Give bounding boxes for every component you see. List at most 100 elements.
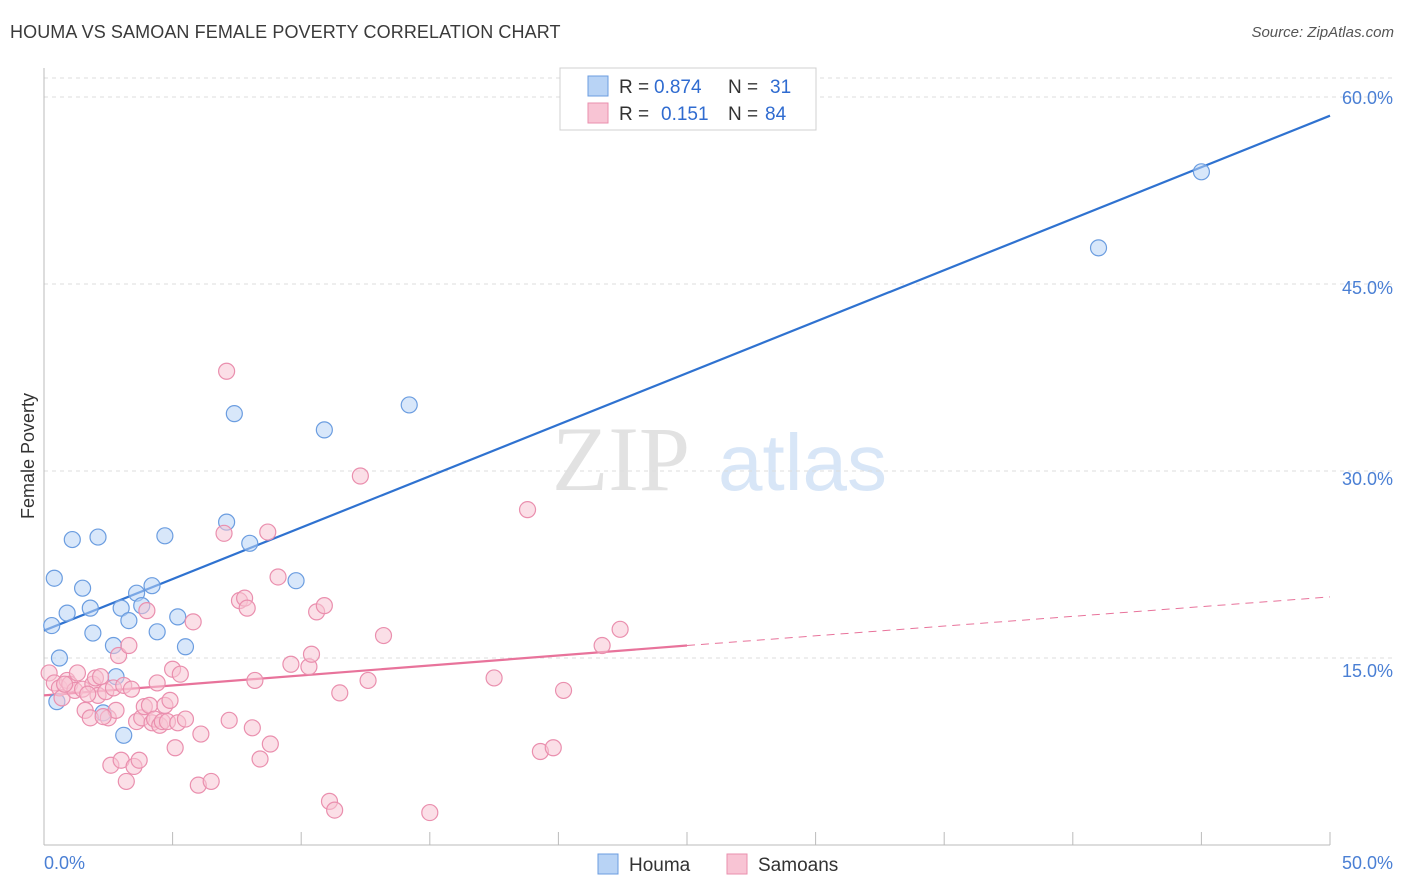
point-houma-11	[112, 599, 130, 617]
data-points	[40, 163, 1211, 822]
point-houma-27	[1089, 239, 1108, 257]
point-samoans-77	[554, 681, 573, 700]
legend-n-label-houma: N =	[728, 77, 758, 98]
bottom-legend-swatch-houma	[597, 853, 619, 875]
point-samoans-81	[94, 707, 112, 726]
point-samoans-34	[148, 674, 166, 692]
point-samoans-80	[79, 685, 97, 703]
point-samoans-55	[243, 719, 261, 737]
point-samoans-69	[351, 467, 369, 485]
point-houma-23	[241, 534, 259, 552]
point-samoans-73	[485, 669, 503, 687]
point-samoans-44	[176, 710, 195, 728]
trend-line-samoans-extension	[686, 596, 1331, 647]
point-samoans-74	[518, 501, 537, 519]
point-samoans-51	[220, 711, 238, 729]
legend-swatch-houma	[587, 75, 609, 97]
point-samoans-49	[215, 524, 233, 542]
grid	[44, 77, 1393, 659]
chart-title: HOUMA VS SAMOAN FEMALE POVERTY CORRELATI…	[10, 22, 561, 42]
point-samoans-61	[282, 655, 300, 673]
bottom-legend-label-houma: Houma	[629, 855, 691, 876]
point-houma-22	[225, 405, 243, 423]
x-tick-label-min: 0.0%	[44, 853, 85, 873]
point-houma-3	[63, 530, 81, 549]
point-samoans-71	[374, 626, 393, 645]
legend-r-value-samoans: 0.151	[661, 104, 709, 125]
point-houma-7	[89, 528, 107, 546]
point-samoans-56	[246, 671, 264, 690]
point-houma-26	[400, 396, 418, 414]
point-samoans-54	[238, 599, 256, 617]
bottom-legend: Houma Samoans	[597, 853, 838, 876]
point-samoans-82	[122, 680, 141, 698]
point-houma-18	[156, 527, 174, 545]
point-samoans-78	[593, 636, 611, 655]
point-samoans-60	[269, 568, 287, 586]
point-samoans-48	[202, 772, 220, 791]
y-tick-label-15: 15.0%	[1342, 661, 1393, 681]
point-houma-5	[81, 599, 99, 617]
point-samoans-30	[138, 602, 156, 620]
point-samoans-39	[161, 691, 179, 709]
legend-r-value-houma: 0.874	[654, 77, 702, 98]
y-axis-label: Female Poverty	[18, 393, 38, 519]
point-samoans-14	[91, 668, 110, 686]
y-tick-label-60: 60.0%	[1342, 88, 1393, 108]
point-samoans-63	[302, 645, 321, 663]
x-tick-label-max: 50.0%	[1342, 853, 1393, 873]
legend-swatch-samoans	[587, 102, 609, 124]
point-samoans-58	[259, 523, 277, 541]
bottom-legend-swatch-samoans	[726, 853, 748, 875]
point-samoans-59	[261, 735, 279, 753]
point-houma-25	[315, 421, 333, 439]
point-houma-28	[1192, 163, 1211, 181]
point-houma-13	[120, 611, 138, 630]
point-houma-0	[43, 616, 61, 635]
axes	[43, 68, 1331, 846]
point-samoans-67	[326, 801, 344, 819]
trend-line-houma	[43, 114, 1331, 632]
point-samoans-79	[611, 620, 629, 638]
point-samoans-43	[171, 665, 189, 683]
point-houma-17	[148, 623, 166, 641]
point-houma-1	[50, 649, 69, 667]
watermark-zip: ZIP	[552, 408, 690, 510]
bottom-legend-label-samoans: Samoans	[758, 855, 838, 876]
point-samoans-20	[109, 646, 128, 665]
point-samoans-7	[68, 664, 87, 682]
point-samoans-45	[184, 613, 202, 631]
point-houma-12	[115, 726, 133, 744]
point-samoans-47	[192, 725, 210, 743]
point-houma-20	[176, 638, 195, 656]
point-houma-24	[287, 572, 305, 590]
point-samoans-83	[55, 675, 74, 693]
legend-r-label-samoans: R =	[619, 104, 649, 125]
point-samoans-23	[117, 772, 135, 791]
legend-n-value-houma: 31	[770, 77, 791, 98]
y-tick-label-30: 30.0%	[1342, 469, 1393, 489]
point-houma-6	[84, 624, 102, 642]
point-houma-19	[169, 608, 187, 626]
point-samoans-68	[331, 684, 349, 702]
point-houma-4	[73, 579, 92, 597]
legend-n-label-samoans: N =	[728, 104, 758, 125]
point-samoans-27	[130, 751, 148, 769]
point-samoans-57	[251, 750, 269, 768]
point-houma-29	[45, 569, 63, 587]
point-samoans-76	[544, 739, 562, 757]
point-samoans-72	[421, 803, 439, 822]
point-samoans-70	[359, 671, 377, 690]
point-samoans-65	[315, 597, 333, 615]
point-samoans-50	[218, 362, 236, 380]
point-samoans-41	[166, 739, 184, 757]
legend-n-value-samoans: 84	[765, 104, 787, 125]
y-tick-label-45: 45.0%	[1342, 278, 1393, 298]
watermark-atlas: atlas	[718, 418, 887, 507]
point-houma-16	[143, 577, 161, 595]
legend-box: R = 0.874 N = 31 R = 0.151 N = 84	[559, 67, 817, 131]
point-samoans-24	[120, 636, 138, 655]
source-label: Source: ZipAtlas.com	[1251, 24, 1394, 41]
point-houma-2	[58, 604, 76, 622]
